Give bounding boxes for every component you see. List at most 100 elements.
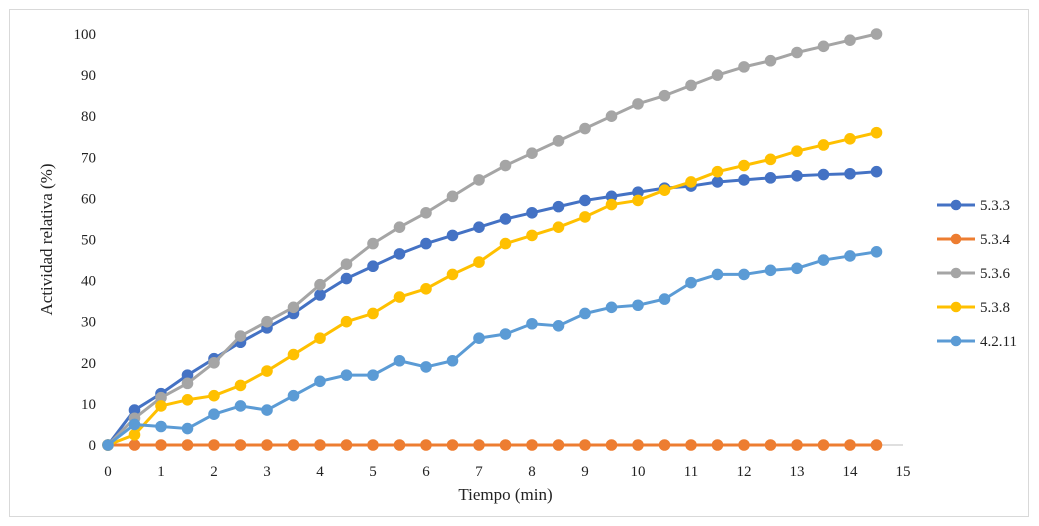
data-point [844,250,856,262]
data-point [791,46,803,59]
series-5-3-6 [102,28,883,451]
legend-label: 5.3.3 [980,198,1010,214]
x-tick-label: 11 [684,464,698,480]
data-point [499,439,512,451]
data-point [420,237,432,250]
legend-item: 5.3.6 [937,266,1011,282]
data-point [605,110,618,122]
data-point [711,69,724,81]
data-point [234,379,247,392]
data-point [393,221,406,233]
data-point [870,28,883,40]
data-point [870,126,883,139]
series [102,28,883,451]
series-line [106,170,878,447]
data-point [605,198,618,211]
x-tick-label: 6 [422,464,430,480]
data-point [234,400,247,412]
data-point [473,439,485,451]
data-point [314,375,326,388]
data-point [473,174,485,186]
legend-marker [950,233,962,245]
x-tick-label: 12 [737,464,752,480]
x-tick-label: 10 [631,464,646,480]
x-tick-label: 4 [316,464,324,480]
data-point [632,299,644,312]
data-point [420,361,432,373]
data-point [208,439,220,451]
data-point [685,176,697,188]
data-point [526,147,538,159]
data-point [658,439,671,451]
data-point [605,439,618,451]
data-point [526,206,538,219]
data-point [711,165,724,178]
data-point [738,268,750,281]
data-point [870,165,883,178]
data-point [446,190,459,203]
data-point [658,89,671,102]
data-point [791,262,803,275]
data-point [844,439,856,451]
data-point [817,40,830,53]
legend-label: 4.2.11 [980,334,1017,350]
y-tick-label: 10 [81,397,96,413]
data-point [817,439,830,451]
x-tick-label: 9 [581,464,589,480]
data-point [208,389,220,402]
data-point [340,315,353,328]
x-tick-label: 0 [104,464,112,480]
legend: 5.3.3 5.3.4 5.3.6 5.3.8 4.2.11 [937,198,1017,350]
data-point [552,135,565,147]
data-point [552,221,565,233]
data-point [367,237,379,250]
y-tick-label: 40 [81,274,96,290]
data-point [473,256,485,268]
y-tick-label: 60 [81,191,96,207]
y-tick-label: 30 [81,315,96,331]
data-point [526,439,538,451]
data-point [552,200,565,213]
x-tick-label: 14 [843,464,859,480]
data-point [446,354,459,367]
data-point [128,418,141,431]
legend-item: 5.3.3 [937,198,1010,214]
data-point [393,291,406,303]
data-point [287,348,300,361]
data-point [499,213,512,225]
data-point [261,439,273,451]
y-tick-label: 0 [89,438,97,454]
data-point [420,206,432,219]
series-line [106,32,878,447]
data-point [473,221,485,233]
data-point [287,301,300,314]
data-point [632,194,644,207]
legend-item: 5.3.8 [937,300,1010,316]
data-point [446,268,459,281]
data-point [181,393,194,406]
chart-frame [9,9,1029,517]
legend-item: 4.2.11 [937,334,1017,350]
legend-label: 5.3.6 [980,266,1011,282]
data-point [155,439,167,451]
data-point [579,439,591,451]
data-point [764,264,777,277]
data-point [764,153,777,166]
data-point [552,320,565,332]
data-point [738,61,750,73]
data-point [208,357,220,369]
y-axis-title: Actividad relativa (%) [37,164,56,316]
data-point [685,79,697,92]
series-5-3-8 [102,126,883,451]
axes: Tiempo (min) Actividad relativa (%) [37,164,903,504]
data-point [817,254,830,266]
y-tick-label: 100 [74,27,97,43]
series-line [106,250,878,447]
data-point [499,237,512,250]
x-axis-title: Tiempo (min) [458,485,552,504]
data-point [287,439,300,451]
data-point [393,248,406,260]
y-tick-label: 50 [81,233,96,249]
data-point [738,174,750,186]
data-point [128,428,141,441]
